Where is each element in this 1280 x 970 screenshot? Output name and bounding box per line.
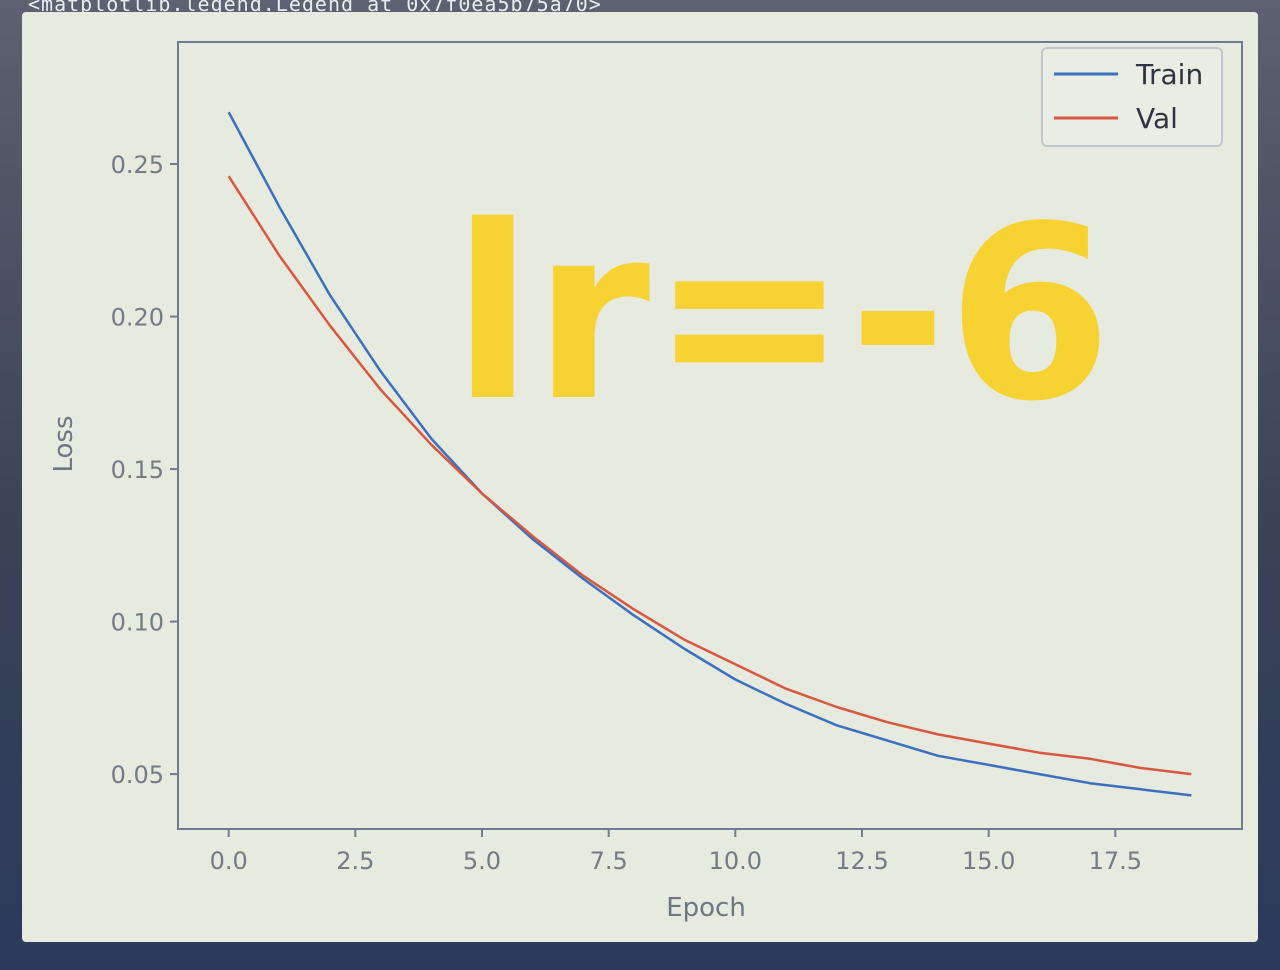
plot-area-border xyxy=(177,41,1243,830)
series-lines xyxy=(227,111,1192,797)
handwritten-annotation: lr=-6 xyxy=(452,174,1112,454)
plot-screen: 0.0 2.5 5.0 7.5 10.0 12.5 15.0 17.5 0.05 0.10 0.1… xyxy=(22,12,1258,942)
x-axis-ticks: 0.0 2.5 5.0 7.5 10.0 12.5 15.0 17.5 xyxy=(210,829,1142,875)
y-tick-label: 0.10 xyxy=(111,609,164,637)
y-tick-label: 0.15 xyxy=(111,456,164,484)
x-tick-label: 12.5 xyxy=(835,847,888,875)
y-tick-label: 0.20 xyxy=(111,304,164,332)
y-tick-label: 0.05 xyxy=(111,761,164,789)
y-tick-label: 0.25 xyxy=(111,151,164,179)
legend: Train Val xyxy=(1041,47,1223,147)
x-tick-label: 15.0 xyxy=(962,847,1015,875)
x-tick-label: 10.0 xyxy=(709,847,762,875)
x-axis-title: Epoch xyxy=(666,893,746,923)
axes-frame xyxy=(177,41,1243,830)
x-tick-label: 5.0 xyxy=(463,847,501,875)
loss-chart: 0.0 2.5 5.0 7.5 10.0 12.5 15.0 17.5 0.05 0.10 0.1… xyxy=(49,41,1243,923)
y-axis-ticks: 0.05 0.10 0.15 0.20 0.25 xyxy=(111,151,178,789)
legend-label-train: Train xyxy=(1135,58,1203,91)
x-tick-label: 0.0 xyxy=(210,847,248,875)
y-axis-title: Loss xyxy=(49,415,79,472)
x-tick-label: 17.5 xyxy=(1089,847,1142,875)
series-line-train xyxy=(227,111,1192,797)
x-tick-label: 7.5 xyxy=(590,847,628,875)
legend-label-val: Val xyxy=(1136,102,1178,135)
series-line-val xyxy=(227,175,1192,776)
x-tick-label: 2.5 xyxy=(336,847,374,875)
